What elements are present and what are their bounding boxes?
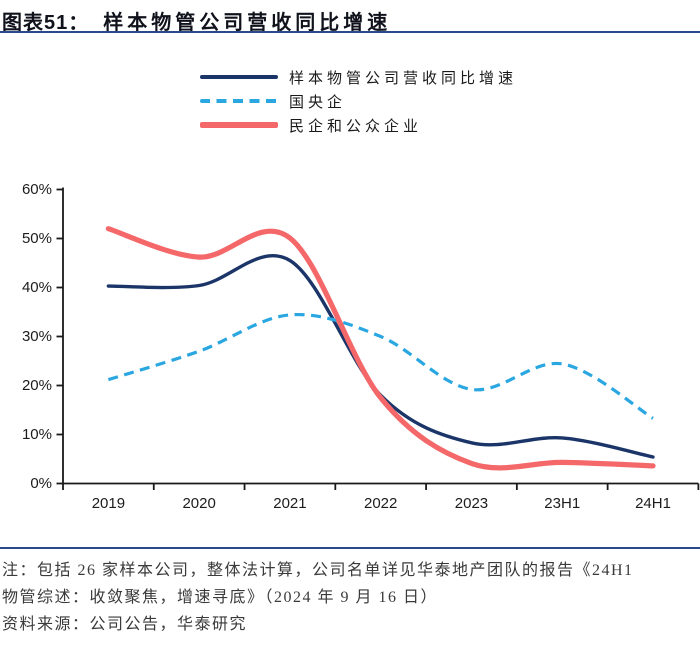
- chart-legend: 样本物管公司营收同比增速 国央企 民企和公众企业: [200, 65, 517, 137]
- note-line-1: 注：包括 26 家样本公司，整体法计算，公司名单详见华泰地产团队的报告《24H1: [2, 562, 634, 579]
- note-line-3: 资料来源：公司公告，华泰研究: [2, 616, 248, 633]
- y-tick-label: 30%: [21, 327, 52, 345]
- series-line-1: [107, 312, 654, 420]
- x-tick-label: 23H1: [544, 495, 581, 512]
- footer-separator: [0, 547, 700, 549]
- x-tick-label: 2023: [454, 495, 489, 512]
- legend-line-swatch-red: [200, 122, 278, 128]
- legend-line-swatch-dashed-blue: [200, 99, 278, 103]
- figure-number-label: 图表51：: [2, 12, 90, 34]
- y-tick-label: 20%: [21, 376, 52, 394]
- title-underline: [0, 31, 700, 33]
- legend-label: 国央企: [289, 94, 347, 111]
- legend-item-sample-companies: 样本物管公司营收同比增速: [200, 65, 517, 89]
- note-line-2: 物管综述：收敛聚焦，增速寻底》（2024 年 9 月 16 日）: [2, 589, 439, 606]
- x-tick-label: 2020: [182, 495, 216, 512]
- x-tick-label: 2021: [273, 495, 307, 512]
- legend-label: 样本物管公司营收同比增速: [289, 70, 518, 87]
- y-tick-label: 50%: [21, 229, 52, 247]
- legend-line-swatch-navy: [200, 75, 278, 79]
- figure-header: 图表51： 样本物管公司营收同比增速: [2, 6, 700, 35]
- legend-label: 民企和公众企业: [289, 118, 423, 135]
- x-tick-label: 2022: [364, 495, 398, 512]
- footnotes: 注：包括 26 家样本公司，整体法计算，公司名单详见华泰地产团队的报告《24H1…: [2, 557, 698, 638]
- legend-item-private: 民企和公众企业: [200, 113, 517, 137]
- y-tick-label: 60%: [21, 180, 52, 198]
- x-tick-label: 24H1: [635, 495, 671, 512]
- series-line-0: [106, 254, 655, 459]
- y-tick-label: 0%: [30, 474, 52, 492]
- y-tick-label: 40%: [21, 278, 52, 296]
- y-tick-label: 10%: [21, 425, 52, 443]
- figure-title: 样本物管公司营收同比增速: [103, 12, 392, 34]
- x-tick-label: 2019: [91, 495, 126, 512]
- series-line-2: [105, 226, 656, 471]
- legend-item-soe: 国央企: [200, 89, 517, 113]
